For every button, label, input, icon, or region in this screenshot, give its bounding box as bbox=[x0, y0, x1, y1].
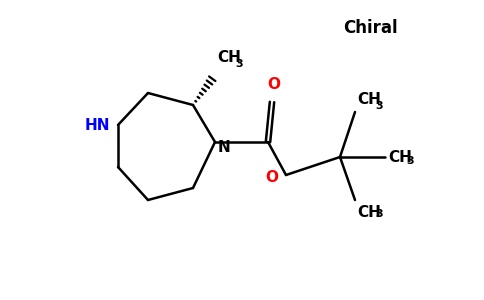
Text: 3: 3 bbox=[375, 209, 383, 219]
Text: O: O bbox=[268, 77, 281, 92]
Text: Chiral: Chiral bbox=[343, 19, 397, 37]
Text: CH: CH bbox=[357, 92, 381, 107]
Text: 3: 3 bbox=[375, 101, 383, 111]
Text: CH: CH bbox=[388, 149, 412, 164]
Text: N: N bbox=[218, 140, 231, 154]
Text: O: O bbox=[266, 169, 278, 184]
Text: 3: 3 bbox=[406, 156, 414, 166]
Text: HN: HN bbox=[85, 118, 110, 133]
Text: CH: CH bbox=[217, 50, 241, 65]
Text: 3: 3 bbox=[235, 59, 242, 69]
Text: CH: CH bbox=[357, 205, 381, 220]
